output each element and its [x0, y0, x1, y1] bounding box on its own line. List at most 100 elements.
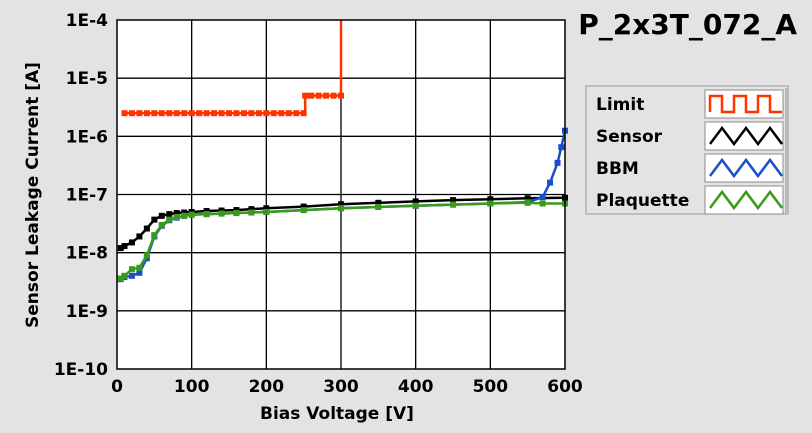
limit-point [240, 110, 247, 117]
y-tick-label: 1E-5 [66, 69, 108, 89]
limit-point [166, 110, 173, 117]
x-tick-label: 600 [547, 377, 583, 397]
plaquette-point [173, 214, 180, 221]
plaquette-point [166, 216, 173, 223]
sensor-point [248, 206, 255, 213]
plaquette-point [143, 252, 150, 259]
limit-point [255, 110, 262, 117]
sensor-point [151, 216, 158, 223]
series-layer [117, 20, 568, 283]
limit-point [293, 110, 300, 117]
plaquette-point [218, 210, 225, 217]
legend-swatch-line [709, 157, 783, 179]
chart-title: P_2x3T_072_A [578, 8, 797, 41]
limit-point [121, 110, 128, 117]
legend-item-limit: Limit [596, 89, 784, 119]
limit-point [181, 110, 188, 117]
limit-point [158, 110, 165, 117]
sensor-point [375, 199, 382, 206]
plaquette-point [181, 212, 188, 219]
plaquette-point [203, 211, 210, 218]
legend-label: BBM [596, 159, 639, 179]
y-tick-labels: 1E-10 1E-9 1E-8 1E-7 1E-6 1E-5 1E-4 [54, 11, 108, 380]
sensor-point [412, 198, 419, 205]
sensor-point [487, 196, 494, 203]
sensor-point [338, 201, 344, 208]
x-tick-label: 100 [174, 377, 210, 397]
y-tick-label: 1E-4 [66, 11, 108, 31]
limit-point [338, 92, 344, 99]
plaquette-point [300, 207, 307, 214]
sensor-point [203, 208, 210, 215]
sensor-point [263, 205, 270, 212]
sensor-point [121, 243, 128, 250]
plaquette-point [233, 210, 240, 217]
x-tick-label: 500 [473, 377, 509, 397]
legend-swatch-line [709, 189, 783, 211]
legend-label: Limit [596, 95, 644, 115]
limit-point [188, 110, 195, 117]
legend-swatch-line [708, 94, 782, 114]
x-tick-label: 200 [249, 377, 285, 397]
limit-point [226, 110, 232, 117]
plaquette-point [487, 200, 494, 207]
plaquette-point [539, 200, 546, 207]
legend-label: Plaquette [596, 191, 689, 211]
limit-point [300, 110, 307, 117]
bbm-point [547, 179, 554, 186]
limit-point [151, 110, 158, 117]
plaquette-point [338, 205, 344, 212]
limit-point [143, 110, 150, 117]
plaquette-point [121, 272, 128, 279]
y-tick-label: 1E-6 [66, 127, 108, 147]
limit-point [218, 110, 225, 117]
plaquette-point [136, 264, 143, 271]
limit-point [203, 110, 210, 117]
series-limit [121, 20, 344, 117]
legend-item-bbm: BBM [596, 153, 784, 183]
x-tick-labels: 0 100 200 300 400 500 600 [111, 377, 583, 397]
plaquette-point [128, 266, 135, 273]
limit-point [270, 110, 277, 117]
limit-point [233, 110, 240, 117]
plaquette-point [412, 202, 419, 209]
limit-point [323, 92, 330, 99]
legend: Limit Sensor BBM Plaquette [585, 85, 789, 215]
legend-item-sensor: Sensor [596, 121, 784, 151]
limit-point [263, 110, 270, 117]
sensor-point [524, 195, 531, 202]
limit-point [128, 110, 135, 117]
plaquette-point [375, 203, 382, 210]
bbm-point [554, 159, 561, 166]
x-tick-label: 300 [323, 377, 359, 397]
plaquette-point [151, 232, 158, 239]
limit-point [248, 110, 255, 117]
plaquette-point [263, 209, 270, 216]
bbm-point [539, 194, 546, 201]
y-tick-label: 1E-8 [66, 244, 108, 264]
sensor-point [166, 211, 173, 218]
y-tick-label: 1E-9 [66, 302, 108, 322]
series-plaquette [117, 199, 568, 282]
sensor-point [128, 239, 135, 246]
y-axis-title: Sensor Leakage Current [A] [23, 62, 43, 328]
legend-shadow-right [785, 88, 789, 214]
x-tick-label: 400 [398, 377, 434, 397]
sensor-point [218, 207, 225, 214]
limit-point [315, 92, 322, 99]
legend-item-plaquette: Plaquette [596, 185, 784, 215]
plaquette-point [248, 209, 255, 216]
limit-point [196, 110, 203, 117]
plaquette-point [158, 221, 165, 228]
plaquette-point [524, 199, 531, 206]
limit-point [136, 110, 143, 117]
sensor-point [117, 245, 124, 252]
limit-point [285, 110, 292, 117]
sensor-point [300, 203, 307, 210]
limit-point [308, 92, 315, 99]
y-tick-label: 1E-7 [66, 186, 108, 206]
sensor-point [158, 212, 165, 219]
plaquette-point [188, 211, 195, 218]
bbm-point [136, 269, 143, 276]
